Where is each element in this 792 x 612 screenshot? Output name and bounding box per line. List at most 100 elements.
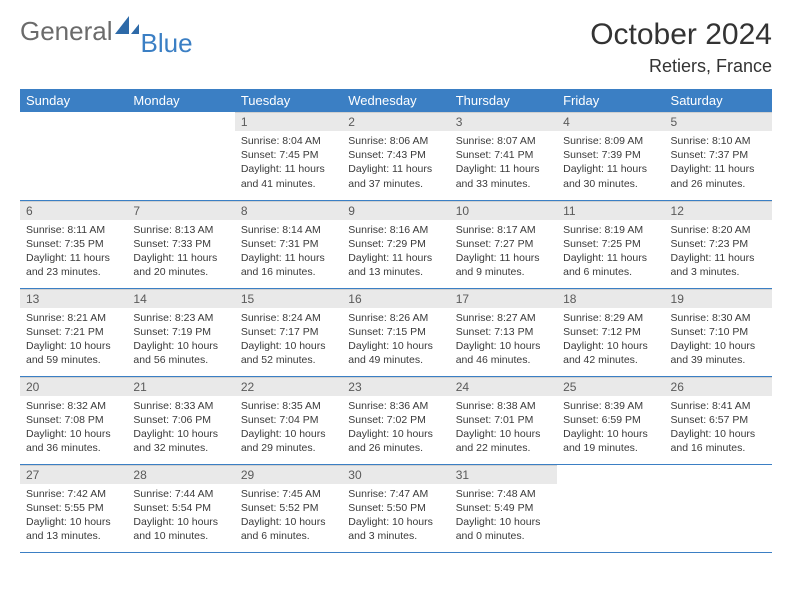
day-details: Sunrise: 8:19 AMSunset: 7:25 PMDaylight:… (557, 220, 664, 284)
day-number: 29 (235, 465, 342, 484)
sunrise-line: Sunrise: 8:04 AM (241, 134, 336, 148)
logo-sail-icon (115, 14, 141, 40)
day-number: 27 (20, 465, 127, 484)
sunrise-line: Sunrise: 8:38 AM (456, 399, 551, 413)
sunrise-line: Sunrise: 8:20 AM (671, 223, 766, 237)
day-details: Sunrise: 8:17 AMSunset: 7:27 PMDaylight:… (450, 220, 557, 284)
day-details: Sunrise: 7:44 AMSunset: 5:54 PMDaylight:… (127, 484, 234, 548)
day-number: 4 (557, 112, 664, 131)
daylight-line: Daylight: 11 hours and 37 minutes. (348, 162, 443, 190)
daylight-line: Daylight: 10 hours and 26 minutes. (348, 427, 443, 455)
sunrise-line: Sunrise: 8:33 AM (133, 399, 228, 413)
daylight-line: Daylight: 10 hours and 56 minutes. (133, 339, 228, 367)
day-details: Sunrise: 8:14 AMSunset: 7:31 PMDaylight:… (235, 220, 342, 284)
calendar-cell: 27Sunrise: 7:42 AMSunset: 5:55 PMDayligh… (20, 464, 127, 552)
sunset-line: Sunset: 7:41 PM (456, 148, 551, 162)
sunset-line: Sunset: 6:57 PM (671, 413, 766, 427)
daylight-line: Daylight: 10 hours and 39 minutes. (671, 339, 766, 367)
daylight-line: Daylight: 10 hours and 13 minutes. (26, 515, 121, 543)
calendar-cell: 17Sunrise: 8:27 AMSunset: 7:13 PMDayligh… (450, 288, 557, 376)
day-number: 24 (450, 377, 557, 396)
sunset-line: Sunset: 7:23 PM (671, 237, 766, 251)
sunset-line: Sunset: 7:12 PM (563, 325, 658, 339)
calendar-cell (665, 464, 772, 552)
day-details: Sunrise: 8:24 AMSunset: 7:17 PMDaylight:… (235, 308, 342, 372)
day-number: 9 (342, 201, 449, 220)
sunrise-line: Sunrise: 8:32 AM (26, 399, 121, 413)
day-details: Sunrise: 8:36 AMSunset: 7:02 PMDaylight:… (342, 396, 449, 460)
sunrise-line: Sunrise: 7:45 AM (241, 487, 336, 501)
sunset-line: Sunset: 7:08 PM (26, 413, 121, 427)
sunset-line: Sunset: 7:15 PM (348, 325, 443, 339)
sunrise-line: Sunrise: 8:41 AM (671, 399, 766, 413)
daylight-line: Daylight: 10 hours and 0 minutes. (456, 515, 551, 543)
day-details: Sunrise: 8:27 AMSunset: 7:13 PMDaylight:… (450, 308, 557, 372)
calendar-row: 1Sunrise: 8:04 AMSunset: 7:45 PMDaylight… (20, 112, 772, 200)
sunset-line: Sunset: 7:43 PM (348, 148, 443, 162)
day-details: Sunrise: 8:29 AMSunset: 7:12 PMDaylight:… (557, 308, 664, 372)
day-number: 30 (342, 465, 449, 484)
calendar-cell: 20 Sunrise: 8:32 AMSunset: 7:08 PMDayligh… (20, 376, 127, 464)
calendar-cell: 25Sunrise: 8:39 AMSunset: 6:59 PMDayligh… (557, 376, 664, 464)
sunrise-line: Sunrise: 8:24 AM (241, 311, 336, 325)
daylight-line: Daylight: 11 hours and 6 minutes. (563, 251, 658, 279)
calendar-cell: 18Sunrise: 8:29 AMSunset: 7:12 PMDayligh… (557, 288, 664, 376)
day-number: 18 (557, 289, 664, 308)
calendar-cell: 23Sunrise: 8:36 AMSunset: 7:02 PMDayligh… (342, 376, 449, 464)
sunset-line: Sunset: 7:31 PM (241, 237, 336, 251)
day-number: 13 (20, 289, 127, 308)
sunrise-line: Sunrise: 8:11 AM (26, 223, 121, 237)
sunset-line: Sunset: 7:39 PM (563, 148, 658, 162)
daylight-line: Daylight: 11 hours and 26 minutes. (671, 162, 766, 190)
sunrise-line: Sunrise: 8:29 AM (563, 311, 658, 325)
day-number: 31 (450, 465, 557, 484)
day-details: Sunrise: 8:20 AMSunset: 7:23 PMDaylight:… (665, 220, 772, 284)
calendar-cell: 2Sunrise: 8:06 AMSunset: 7:43 PMDaylight… (342, 112, 449, 200)
daylight-line: Daylight: 10 hours and 22 minutes. (456, 427, 551, 455)
daylight-line: Daylight: 10 hours and 36 minutes. (26, 427, 121, 455)
day-number: 23 (342, 377, 449, 396)
calendar-cell: 29 Sunrise: 7:45 AMSunset: 5:52 PMDayligh… (235, 464, 342, 552)
calendar-cell: 26Sunrise: 8:41 AMSunset: 6:57 PMDayligh… (665, 376, 772, 464)
daylight-line: Daylight: 10 hours and 6 minutes. (241, 515, 336, 543)
sunrise-line: Sunrise: 8:16 AM (348, 223, 443, 237)
day-number: 20 (20, 377, 127, 396)
daylight-line: Daylight: 10 hours and 29 minutes. (241, 427, 336, 455)
day-number: 22 (235, 377, 342, 396)
day-details: Sunrise: 8:39 AMSunset: 6:59 PMDaylight:… (557, 396, 664, 460)
daylight-line: Daylight: 11 hours and 41 minutes. (241, 162, 336, 190)
daylight-line: Daylight: 11 hours and 13 minutes. (348, 251, 443, 279)
calendar-cell: 5Sunrise: 8:10 AMSunset: 7:37 PMDaylight… (665, 112, 772, 200)
weekday-header: Wednesday (342, 89, 449, 112)
calendar-cell: 7Sunrise: 8:13 AMSunset: 7:33 PMDaylight… (127, 200, 234, 288)
calendar-cell: 24 Sunrise: 8:38 AMSunset: 7:01 PMDayligh… (450, 376, 557, 464)
day-details: Sunrise: 7:42 AMSunset: 5:55 PMDaylight:… (20, 484, 127, 548)
calendar-cell: 14Sunrise: 8:23 AMSunset: 7:19 PMDayligh… (127, 288, 234, 376)
sunrise-line: Sunrise: 8:13 AM (133, 223, 228, 237)
daylight-line: Daylight: 10 hours and 19 minutes. (563, 427, 658, 455)
sunset-line: Sunset: 5:54 PM (133, 501, 228, 515)
calendar-row: 6Sunrise: 8:11 AMSunset: 7:35 PMDaylight… (20, 200, 772, 288)
daylight-line: Daylight: 10 hours and 10 minutes. (133, 515, 228, 543)
day-number: 16 (342, 289, 449, 308)
day-details: Sunrise: 8:21 AMSunset: 7:21 PMDaylight:… (20, 308, 127, 372)
sunset-line: Sunset: 7:13 PM (456, 325, 551, 339)
daylight-line: Daylight: 10 hours and 49 minutes. (348, 339, 443, 367)
sunset-line: Sunset: 7:01 PM (456, 413, 551, 427)
day-details: Sunrise: 8:30 AMSunset: 7:10 PMDaylight:… (665, 308, 772, 372)
day-details: Sunrise: 8:04 AMSunset: 7:45 PMDaylight:… (235, 131, 342, 195)
calendar-cell: 12Sunrise: 8:20 AMSunset: 7:23 PMDayligh… (665, 200, 772, 288)
day-number: 11 (557, 201, 664, 220)
sunset-line: Sunset: 7:27 PM (456, 237, 551, 251)
day-number: 28 (127, 465, 234, 484)
calendar-cell (127, 112, 234, 200)
daylight-line: Daylight: 10 hours and 16 minutes. (671, 427, 766, 455)
day-number: 6 (20, 201, 127, 220)
sunset-line: Sunset: 7:17 PM (241, 325, 336, 339)
daylight-line: Daylight: 11 hours and 20 minutes. (133, 251, 228, 279)
calendar-cell: 10Sunrise: 8:17 AMSunset: 7:27 PMDayligh… (450, 200, 557, 288)
sunset-line: Sunset: 5:52 PM (241, 501, 336, 515)
location-title: Retiers, France (590, 56, 772, 77)
daylight-line: Daylight: 10 hours and 42 minutes. (563, 339, 658, 367)
day-details: Sunrise: 8:06 AMSunset: 7:43 PMDaylight:… (342, 131, 449, 195)
